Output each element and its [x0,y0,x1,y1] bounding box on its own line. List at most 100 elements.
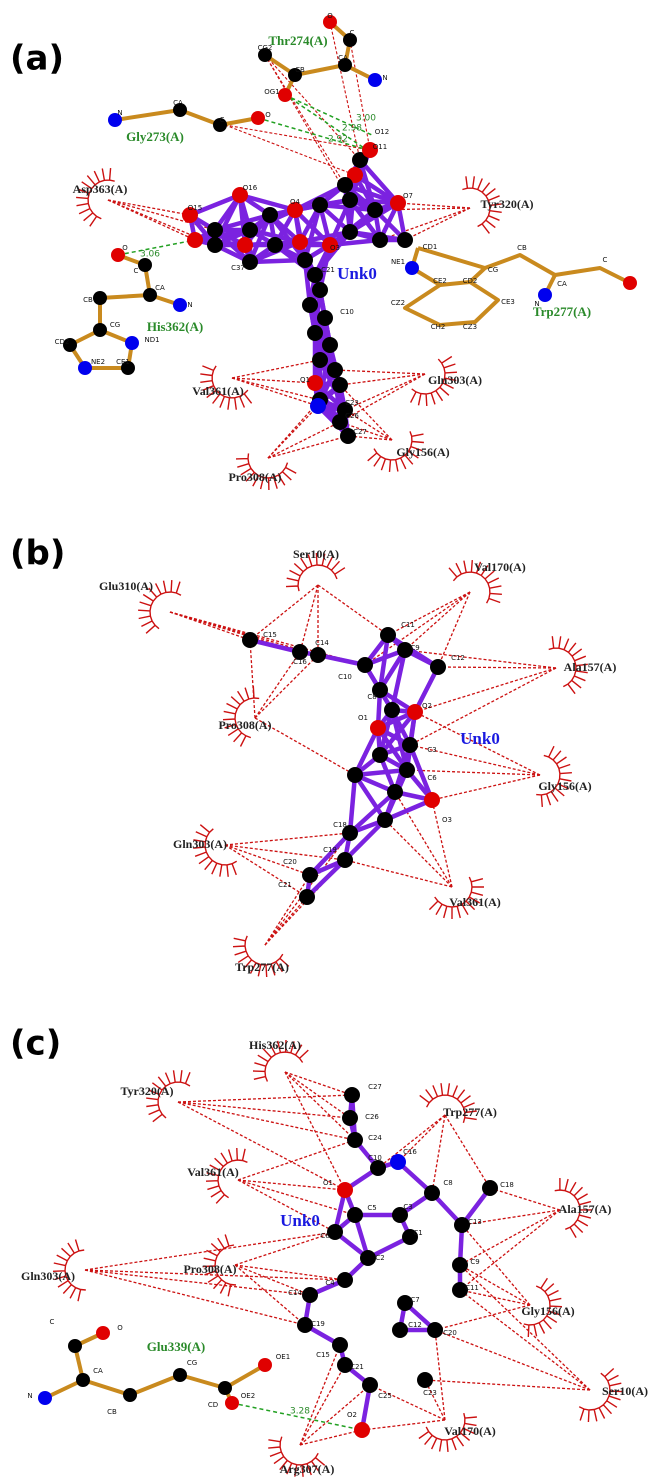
hbond-residue-label: Thr274(A) [268,33,327,48]
atom-label: C5 [367,1204,376,1212]
contact-line [445,1115,490,1188]
contact-line [378,1115,445,1168]
hbond-distance: 3.28 [290,1407,310,1417]
ligand-atom [399,762,415,778]
hydrophobic-arc [193,825,237,877]
panel-label: (c) [10,1024,61,1064]
atom-label: C24 [368,1134,382,1142]
residue-label: His362(A) [249,1038,301,1052]
atom-label: C [350,29,355,37]
ligand-atom [344,1087,360,1103]
contact-line [395,792,452,887]
atom-label: CA [155,284,165,292]
ligand-atom [384,702,400,718]
atom-label: CZ3 [463,323,477,331]
contact-line [432,775,540,800]
ligand-label: Unk0 [337,264,377,283]
residue-label: Gln303(A) [21,1269,75,1283]
atom-label: C21 [278,881,292,889]
residue-atom [38,1391,52,1405]
atom-label: C6 [427,774,437,782]
atom-label: N [382,74,387,82]
atom-label: C4 [325,1279,335,1287]
atom-label: C16 [403,1148,417,1156]
atom-label: O11 [373,143,387,151]
contact-line [432,800,452,887]
ligand-atom [347,767,363,783]
atom-label: O2 [422,702,432,710]
atom-label: CE1 [116,358,130,366]
residue-label: Gly156(A) [538,779,591,793]
contact-line [268,436,348,458]
residue-label: Ser10(A) [293,547,339,561]
residue-atom [368,73,382,87]
atom-label: CG [187,1359,197,1367]
atom-label: C27 [353,428,367,436]
atom-label: CA [93,1367,103,1375]
residue-atom [405,261,419,275]
residue-atom [173,1368,187,1382]
residue-label: Ala157(A) [559,1202,612,1216]
atom-label: O [327,12,333,20]
residue-atom [76,1373,90,1387]
contact-line [345,860,452,887]
residue-label: Gln303(A) [173,837,227,851]
atom-label: C18 [500,1181,514,1189]
atom-label: CA [338,54,348,62]
contact-line [405,208,470,240]
ligand-atom [312,197,328,213]
contact-line [108,200,195,240]
atom-label: CE2 [433,277,447,285]
contact-line [268,422,340,458]
atom-label: C18 [333,821,347,829]
ligand-atom [267,237,283,253]
ligand-atom [262,207,278,223]
hbond-residue-label: His362(A) [147,319,203,334]
atom-label: C21 [350,1363,364,1371]
atom-label: C3 [427,746,436,754]
ligand-atom [424,1185,440,1201]
ligand-bond [350,775,355,833]
atom-label: C37 [231,264,245,272]
contact-line [300,1345,340,1445]
contact-line [490,1188,560,1210]
contact-line [178,1102,350,1118]
residue-atom [225,1396,239,1410]
ligand-atom [302,867,318,883]
atom-label: N [27,1392,32,1400]
ligand-atom [377,812,393,828]
atom-label: O [122,244,128,252]
residue-atom [123,1388,137,1402]
ligand-atom [342,1110,358,1126]
contact-line [178,1102,355,1140]
atom-label: O1 [323,1179,333,1187]
contact-line [285,1072,355,1140]
ligand-atom [312,282,328,298]
atom-label: C9 [410,644,419,652]
atom-label: CD2 [55,338,70,346]
atom-label: O3 [330,244,340,252]
residue-label: Gln303(A) [428,373,482,387]
atom-label: C14 [315,639,329,647]
atom-label: O16 [243,184,258,192]
residue-atom [278,88,292,102]
atom-label: O1 [300,376,310,384]
contact-line [238,1180,355,1215]
atom-label: C21 [321,266,335,274]
contact-line [250,585,318,640]
atom-label: C8 [443,1179,452,1187]
contact-line [438,667,556,668]
ligand-atom [370,1160,386,1176]
atom-label: OE1 [276,1353,290,1361]
contact-line [225,833,350,845]
ligand-atom [482,1180,498,1196]
residue-label: Pro308(A) [183,1262,236,1276]
residue-label: Val361(A) [192,384,244,398]
atom-label: O2 [347,1411,357,1419]
atom-label: CZ2 [391,299,405,307]
ligand-atom [372,232,388,248]
contact-line [435,1330,445,1420]
atom-label: C23 [345,399,359,407]
hbond-residue-label: Gly273(A) [126,129,184,144]
contact-line [255,655,318,718]
